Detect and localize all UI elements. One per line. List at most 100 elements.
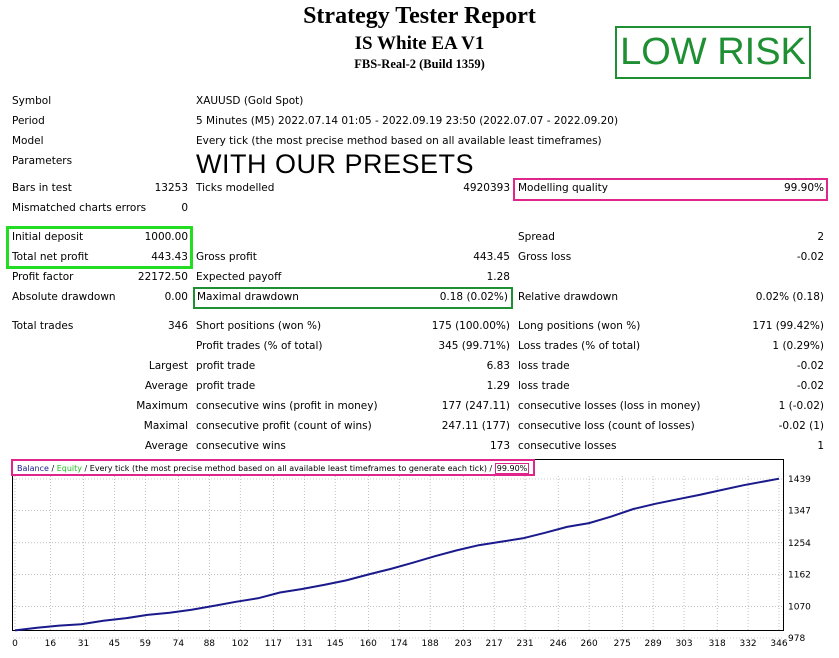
x-tick-label: 0 bbox=[12, 639, 18, 649]
legend-balance: Balance bbox=[17, 464, 49, 473]
y-tick-label: 1162 bbox=[788, 571, 811, 581]
total-trades-label: Total trades bbox=[12, 320, 74, 332]
maximal-consecutive-loss-value: -0.02 (1) bbox=[778, 420, 824, 432]
x-tick-label: 289 bbox=[645, 639, 662, 649]
x-tick-label: 145 bbox=[327, 639, 344, 649]
y-tick-label: 1347 bbox=[788, 507, 811, 517]
profit-trades-label: Profit trades (% of total) bbox=[196, 340, 323, 352]
average-loss-label: loss trade bbox=[518, 380, 570, 392]
maximal-consecutive-loss-label: consecutive loss (count of losses) bbox=[518, 420, 695, 432]
y-tick-label: 1439 bbox=[788, 475, 811, 485]
maximum-label: Maximum bbox=[136, 400, 188, 412]
x-tick-label: 346 bbox=[770, 639, 787, 649]
parameters-value: WITH OUR PRESETS bbox=[196, 149, 475, 179]
total-trades-value: 346 bbox=[167, 320, 188, 332]
spread-label: Spread bbox=[518, 231, 555, 243]
x-tick-label: 303 bbox=[675, 639, 692, 649]
symbol-value: XAUUSD (Gold Spot) bbox=[196, 95, 304, 107]
largest-loss-value: -0.02 bbox=[796, 360, 824, 372]
low-risk-badge: LOW RISK bbox=[615, 26, 811, 79]
average-profit-label: profit trade bbox=[196, 380, 256, 392]
maximal-label: Maximal bbox=[143, 420, 188, 432]
largest-label: Largest bbox=[148, 360, 188, 372]
symbol-label: Symbol bbox=[12, 95, 52, 107]
loss-trades-label: Loss trades (% of total) bbox=[518, 340, 641, 352]
model-label: Model bbox=[12, 135, 44, 147]
long-positions-value: 171 (99.42%) bbox=[752, 320, 824, 332]
relative-drawdown-value: 0.02% (0.18) bbox=[755, 291, 824, 303]
expected-payoff-label: Expected payoff bbox=[196, 271, 282, 283]
maximal-drawdown-highlight-box bbox=[193, 287, 513, 309]
modelling-quality-value: 99.90% bbox=[783, 182, 824, 194]
legend-separator: / bbox=[48, 464, 57, 473]
maximal-consecutive-profit-value: 247.11 (177) bbox=[441, 420, 510, 432]
expected-payoff-value: 1.28 bbox=[486, 271, 510, 283]
ticks-value: 4920393 bbox=[463, 182, 510, 194]
profit-trades-value: 345 (99.71%) bbox=[438, 340, 510, 352]
gross-loss-value: -0.02 bbox=[796, 251, 824, 263]
bars-value: 13253 bbox=[154, 182, 188, 194]
balance-chart: 0 16 31 45 59 74 88 102 117 131 145 160 174 188 203 217… bbox=[12, 475, 811, 649]
max-consecutive-losses-label: consecutive losses (loss in money) bbox=[518, 400, 701, 412]
relative-drawdown-label: Relative drawdown bbox=[518, 291, 619, 303]
x-tick-label: 74 bbox=[173, 639, 185, 649]
y-tick-label: 1254 bbox=[788, 539, 811, 549]
short-positions-label: Short positions (won %) bbox=[196, 320, 322, 332]
x-tick-label: 160 bbox=[360, 639, 377, 649]
legend-separator: / bbox=[486, 464, 495, 473]
period-value: 5 Minutes (M5) 2022.07.14 01:05 - 2022.0… bbox=[196, 115, 619, 127]
server-build: FBS-Real-2 (Build 1359) bbox=[354, 57, 485, 71]
x-tick-label: 45 bbox=[109, 639, 120, 649]
x-tick-label: 260 bbox=[581, 639, 598, 649]
x-tick-label: 131 bbox=[296, 639, 313, 649]
x-tick-label: 203 bbox=[455, 639, 472, 649]
loss-trades-value: 1 (0.29%) bbox=[772, 340, 824, 352]
net-profit-value: 443.43 bbox=[151, 251, 188, 263]
x-tick-label: 318 bbox=[709, 639, 726, 649]
long-positions-label: Long positions (won %) bbox=[518, 320, 641, 332]
deposit-value: 1000.00 bbox=[144, 231, 188, 243]
x-tick-label: 59 bbox=[140, 639, 152, 649]
avg-consecutive-losses-label: consecutive losses bbox=[518, 440, 617, 452]
x-tick-label: 246 bbox=[550, 639, 567, 649]
model-value: Every tick (the most precise method base… bbox=[196, 135, 602, 147]
report-title: Strategy Tester Report bbox=[303, 3, 536, 29]
x-tick-label: 174 bbox=[391, 639, 408, 649]
x-tick-label: 16 bbox=[45, 639, 57, 649]
max-consecutive-wins-label: consecutive wins (profit in money) bbox=[196, 400, 378, 412]
spread-value: 2 bbox=[817, 231, 824, 243]
x-tick-label: 275 bbox=[614, 639, 631, 649]
deposit-profit-highlight-box bbox=[6, 226, 193, 269]
legend-model-description: / Every tick (the most precise method ba… bbox=[81, 464, 487, 473]
x-tick-label: 117 bbox=[265, 639, 282, 649]
x-tick-label: 88 bbox=[204, 639, 216, 649]
mismatch-label: Mismatched charts errors bbox=[12, 202, 147, 214]
gross-profit-label: Gross profit bbox=[196, 251, 257, 263]
modelling-quality-highlight-box bbox=[513, 178, 828, 201]
ticks-label: Ticks modelled bbox=[196, 182, 275, 194]
x-axis-ticks: 0 16 31 45 59 74 88 102 117 131 145 160 174 188 203 217… bbox=[12, 639, 788, 649]
ea-name: IS White EA V1 bbox=[354, 33, 485, 54]
x-tick-label: 31 bbox=[78, 639, 89, 649]
largest-loss-label: loss trade bbox=[518, 360, 570, 372]
avg-consecutive-losses-value: 1 bbox=[817, 440, 824, 452]
largest-profit-value: 6.83 bbox=[486, 360, 510, 372]
chart-legend: Balance / Equity / Every tick (the most … bbox=[11, 459, 536, 476]
average-consecutive-label: Average bbox=[144, 440, 188, 452]
profit-factor-label: Profit factor bbox=[12, 271, 74, 283]
average-profit-value: 1.29 bbox=[486, 380, 510, 392]
mismatch-value: 0 bbox=[181, 202, 188, 214]
gross-profit-value: 443.45 bbox=[473, 251, 510, 263]
period-label: Period bbox=[12, 115, 45, 127]
gross-loss-label: Gross loss bbox=[518, 251, 572, 263]
largest-profit-label: profit trade bbox=[196, 360, 256, 372]
y-tick-label: 978 bbox=[788, 634, 805, 644]
net-profit-label: Total net profit bbox=[12, 251, 89, 263]
legend-quality: 99.90% bbox=[494, 463, 530, 474]
x-tick-label: 217 bbox=[486, 639, 503, 649]
chart-grid bbox=[13, 476, 783, 639]
absolute-drawdown-value: 0.00 bbox=[164, 291, 188, 303]
x-tick-label: 102 bbox=[232, 639, 249, 649]
x-tick-label: 332 bbox=[739, 639, 756, 649]
y-tick-label: 1070 bbox=[788, 602, 811, 612]
